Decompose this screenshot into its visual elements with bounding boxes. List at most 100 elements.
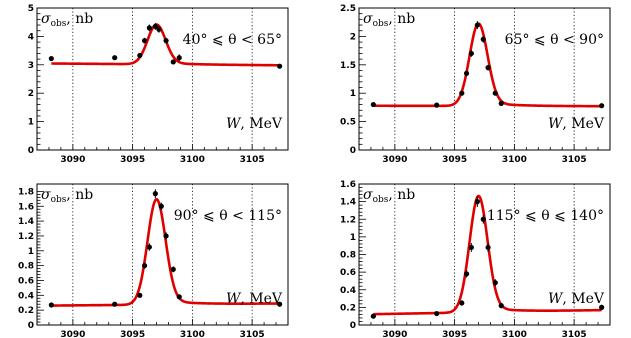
- y-tick-label: 1.2: [18, 232, 34, 242]
- plot-frame: [36, 7, 289, 151]
- data-point: [146, 244, 152, 250]
- y-axis-label: σobs, nb: [41, 11, 93, 29]
- angle-range-label: 115° ⩽ θ ⩽ 140°: [487, 208, 604, 224]
- data-point: [112, 301, 118, 307]
- data-point: [468, 244, 474, 251]
- y-tick-label: 1.4: [340, 198, 356, 208]
- y-tick-label: 1: [28, 118, 34, 128]
- y-tick-label: 3: [28, 61, 34, 71]
- y-tick-label: 0.8: [18, 262, 34, 272]
- fit-curve: [372, 194, 603, 316]
- data-point: [474, 22, 480, 28]
- data-point: [485, 65, 491, 71]
- data-point: [492, 280, 498, 286]
- data-point: [599, 103, 605, 109]
- angle-range-label: 40° ⩽ θ < 65°: [183, 32, 282, 48]
- chart-panel-1: 3090 3095 3100 3105 0 1 2 3 4 5 σobs, nb 40° ⩽ θ < …: [28, 4, 289, 165]
- data-point: [137, 52, 143, 59]
- data-point: [141, 38, 148, 44]
- y-tick-label: 2: [28, 89, 34, 99]
- data-point: [498, 303, 504, 309]
- data-point: [463, 271, 470, 277]
- fit-curve: [50, 198, 281, 307]
- y-tick-label: 1: [350, 89, 356, 99]
- x-tick-label: 3095: [442, 330, 467, 338]
- data-point: [277, 301, 283, 307]
- data-point: [434, 310, 440, 317]
- plot-frame: [358, 7, 611, 151]
- y-tick-label: 0: [28, 321, 34, 331]
- angle-range-label: 90° ⩽ θ < 115°: [174, 208, 282, 224]
- data-point: [141, 263, 148, 269]
- data-point: [459, 300, 465, 306]
- y-tick-label: 1.4: [18, 217, 34, 227]
- data-point: [474, 199, 480, 205]
- fit-curve: [372, 22, 603, 108]
- data-point: [158, 203, 164, 209]
- data-point: [48, 55, 54, 62]
- y-tick-label: 1: [28, 247, 34, 257]
- x-tick-label: 3100: [180, 330, 205, 338]
- y-axis-label: σobs, nb: [41, 187, 93, 205]
- data-point: [480, 216, 486, 222]
- data-point: [170, 59, 176, 65]
- data-point: [112, 55, 118, 61]
- data-point: [480, 36, 486, 42]
- y-tick-label: 0: [350, 146, 356, 156]
- y-tick-label: 5: [28, 4, 34, 14]
- x-tick-label: 3100: [502, 155, 527, 165]
- data-point: [176, 55, 182, 61]
- data-point: [434, 102, 440, 108]
- data-point: [468, 50, 474, 57]
- x-tick-label: 3090: [382, 155, 407, 165]
- y-tick-label: 1.8: [18, 187, 34, 197]
- y-tick-label: 0: [350, 321, 356, 331]
- y-axis-label: σobs, nb: [363, 187, 415, 205]
- plot-frame: [36, 183, 289, 326]
- x-tick-label: 3105: [562, 155, 587, 165]
- y-tick-label: 0.8: [340, 251, 356, 261]
- data-point: [137, 292, 143, 298]
- data-point: [463, 70, 470, 76]
- y-tick-label: 4: [28, 32, 34, 42]
- x-axis-label: W, MeV: [548, 291, 605, 307]
- chart-panel-2: 3090 3095 3100 3105 0 0.5 1 1.5 2 2.5 σobs, nb 65° …: [340, 4, 611, 165]
- x-tick-label: 3090: [60, 330, 85, 338]
- data-point: [459, 90, 465, 96]
- x-tick-label: 3090: [382, 330, 407, 338]
- x-tick-label: 3100: [180, 155, 205, 165]
- data-point: [152, 191, 158, 197]
- y-tick-label: 1: [350, 233, 356, 243]
- data-point: [492, 90, 498, 96]
- x-tick-label: 3100: [502, 330, 527, 338]
- angle-range-label: 65° ⩽ θ < 90°: [505, 32, 604, 48]
- data-point: [170, 266, 176, 272]
- y-tick-label: 2.5: [340, 4, 356, 14]
- data-point: [498, 100, 504, 107]
- y-tick-label: 0.2: [340, 303, 356, 313]
- y-tick-label: 1.5: [340, 61, 356, 71]
- y-tick-label: 0: [28, 146, 34, 156]
- x-tick-label: 3095: [120, 155, 145, 165]
- x-tick-label: 3105: [240, 330, 265, 338]
- y-tick-label: 0.4: [340, 286, 356, 296]
- x-axis-label: W, MeV: [226, 116, 283, 132]
- chart-panel-3: 3090 3095 3100 3105 0 0.2 0.4 0.6 0.8 1 1.2 1.4 1.6 1…: [18, 183, 289, 338]
- y-tick-label: 1.6: [340, 180, 356, 190]
- x-tick-label: 3095: [442, 155, 467, 165]
- y-tick-label: 0.6: [340, 268, 356, 278]
- y-tick-label: 0.5: [340, 118, 356, 128]
- data-point: [146, 25, 152, 31]
- data-point: [163, 38, 169, 44]
- x-axis-label: W, MeV: [548, 116, 605, 132]
- data-point: [370, 313, 376, 319]
- data-point: [277, 63, 283, 69]
- data-point: [370, 101, 376, 108]
- x-tick-label: 3105: [240, 155, 265, 165]
- data-point: [48, 302, 54, 308]
- y-tick-label: 2: [350, 32, 356, 42]
- data-point: [152, 23, 158, 30]
- data-point: [485, 244, 491, 251]
- x-tick-label: 3095: [120, 330, 145, 338]
